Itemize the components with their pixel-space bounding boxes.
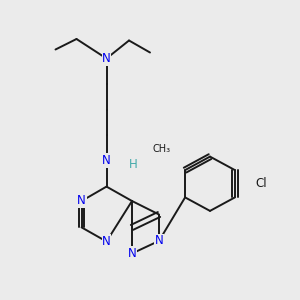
Text: CH₃: CH₃	[152, 144, 170, 154]
Text: N: N	[102, 235, 111, 248]
Text: N: N	[128, 247, 136, 260]
Text: N: N	[102, 52, 111, 65]
Text: N: N	[154, 234, 164, 248]
Text: Cl: Cl	[255, 177, 267, 190]
Text: N: N	[77, 194, 86, 208]
Text: N: N	[102, 154, 111, 167]
Text: H: H	[129, 158, 138, 172]
